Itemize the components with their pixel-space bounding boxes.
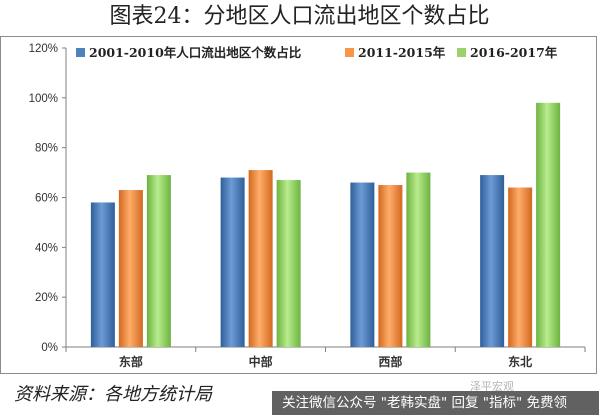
legend-swatch — [76, 48, 85, 57]
chart-frame — [0, 36, 597, 374]
bar-s3-1 — [276, 180, 301, 347]
bar-s1-2 — [350, 182, 375, 347]
y-tick-label: 120% — [29, 43, 58, 55]
bar-s2-1 — [248, 170, 273, 347]
bar-s1-1 — [220, 177, 245, 347]
y-tick-label: 60% — [35, 193, 58, 205]
legend-swatch — [345, 48, 354, 57]
x-category-label: 中部 — [249, 354, 273, 369]
y-tick-label: 100% — [29, 93, 58, 105]
legend-label: 2011-2015年 — [358, 45, 446, 60]
x-category-label: 西部 — [378, 354, 402, 369]
source-note: 资料来源：各地方统计局 — [14, 384, 212, 405]
watermark-text: 泽平宏观 — [470, 380, 514, 393]
legend-label: 2001-2010年人口流出地区个数占比 — [89, 45, 302, 60]
x-category-label: 东北 — [508, 354, 532, 369]
legend-swatch — [457, 48, 466, 57]
legend-label: 2016-2017年 — [470, 45, 558, 60]
promo-overlay-banner[interactable]: 关注微信公众号 "老韩实盘" 回复 "指标" 免费领 — [272, 391, 599, 415]
y-tick-label: 0% — [41, 342, 58, 354]
bar-s2-2 — [378, 185, 403, 347]
bar-s2-0 — [118, 190, 143, 347]
bar-s1-3 — [480, 175, 505, 347]
chart-title: 图表24：分地区人口流出地区个数占比 — [109, 4, 490, 29]
bars — [90, 102, 561, 347]
bar-s1-0 — [90, 202, 115, 347]
y-tick-label: 20% — [35, 292, 58, 304]
bar-s3-2 — [406, 172, 431, 347]
bar-s2-3 — [508, 187, 533, 347]
bar-s3-3 — [536, 102, 561, 347]
bar-s3-0 — [146, 175, 171, 347]
x-category-label: 东部 — [119, 354, 143, 369]
y-tick-label: 80% — [35, 143, 58, 155]
legend: 2001-2010年人口流出地区个数占比 2011-2015年 2016-2017年 — [76, 45, 558, 60]
y-tick-label: 40% — [35, 242, 58, 254]
